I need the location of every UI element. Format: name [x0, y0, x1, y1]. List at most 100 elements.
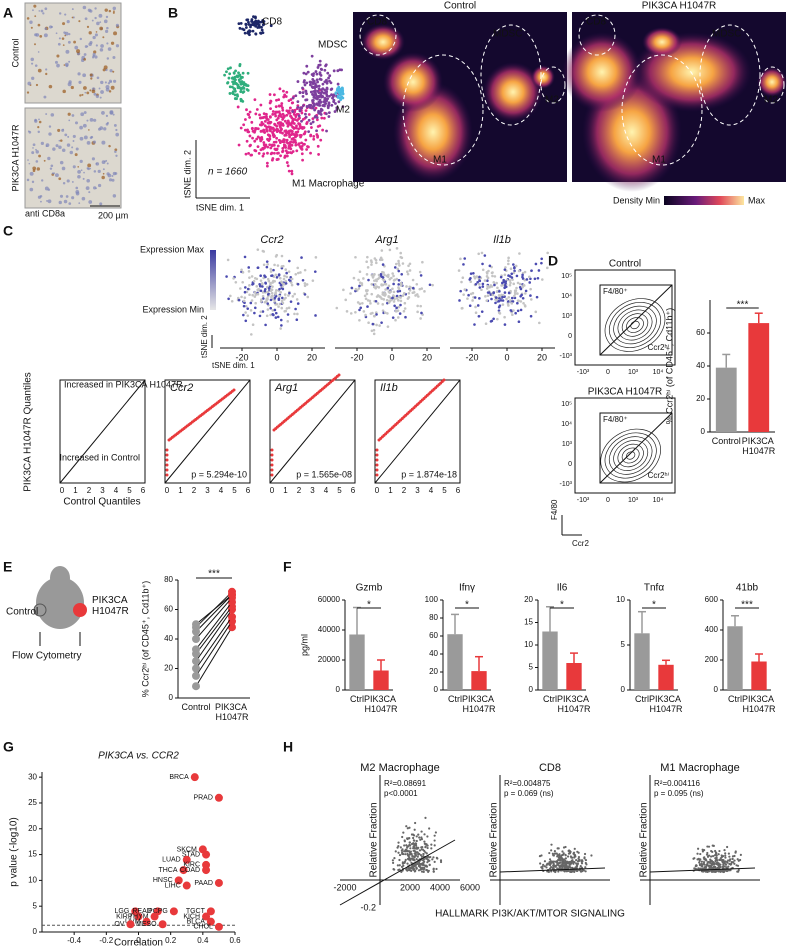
tsne-point	[364, 297, 368, 301]
pair-line	[195, 601, 233, 650]
point	[202, 866, 211, 875]
point-label: STAD	[182, 851, 200, 858]
tsne-point	[473, 296, 477, 299]
tsne-point	[328, 74, 332, 78]
cell	[99, 26, 104, 31]
tsne-point	[412, 291, 416, 294]
point	[433, 844, 436, 847]
point	[727, 865, 730, 868]
label: 20	[422, 352, 432, 362]
cell	[99, 202, 103, 206]
tsne-point	[238, 73, 242, 77]
tsne-point	[418, 270, 422, 274]
point	[560, 854, 563, 857]
tsne-point	[259, 31, 262, 35]
point	[696, 852, 699, 855]
cell	[35, 83, 39, 87]
point	[434, 831, 437, 834]
tsne-point	[364, 289, 368, 292]
cell	[106, 42, 109, 45]
tsne-point	[275, 118, 279, 122]
label: HALLMARK PI3K/AKT/MTOR SIGNALING	[435, 909, 625, 920]
point	[577, 851, 580, 854]
tsne-point	[259, 310, 263, 314]
density-blob	[383, 52, 443, 112]
tsne-point	[497, 305, 501, 309]
cell	[100, 90, 104, 94]
point	[570, 860, 573, 863]
tsne-point	[243, 290, 247, 294]
tsne-point	[338, 93, 342, 97]
tsne-point	[261, 146, 265, 150]
point	[428, 856, 431, 859]
point	[394, 850, 397, 853]
x-tick-label: PIK3CA H1047R	[557, 694, 591, 714]
point	[703, 856, 706, 859]
tsne-point	[284, 309, 288, 313]
point	[724, 852, 727, 855]
tsne-point	[287, 111, 291, 115]
point	[722, 861, 725, 864]
y-tick-label: 5	[529, 663, 534, 672]
point	[580, 866, 584, 869]
tsne-point	[278, 302, 282, 306]
point	[712, 865, 715, 868]
tsne-point	[247, 270, 251, 273]
panel-letter: F	[283, 559, 292, 575]
cell	[29, 20, 33, 24]
cell	[92, 56, 95, 59]
tsne-point	[391, 296, 394, 300]
point	[552, 854, 555, 857]
point	[710, 870, 713, 873]
tsne-point	[534, 262, 538, 266]
tsne-point	[397, 316, 400, 319]
point	[427, 870, 430, 873]
tsne-point	[321, 82, 325, 86]
tsne-point	[278, 124, 282, 128]
tsne-point	[372, 328, 376, 332]
tsne-point	[319, 138, 323, 142]
point	[581, 868, 584, 872]
tsne-point	[517, 320, 521, 323]
tsne-point	[291, 101, 295, 105]
tsne-point	[269, 100, 273, 103]
tsne-point	[466, 297, 469, 300]
tsne-point	[269, 306, 273, 310]
significance: *	[560, 600, 564, 611]
cell	[99, 21, 102, 23]
point	[731, 857, 734, 860]
x-axis-label: Correlation	[114, 938, 163, 949]
tsne-point	[270, 288, 274, 292]
tsne-point	[500, 293, 503, 297]
tsne-point	[266, 293, 270, 296]
point	[406, 827, 409, 830]
tsne-point	[323, 97, 327, 101]
cell	[87, 8, 92, 12]
tsne-point	[250, 275, 254, 278]
point	[403, 840, 406, 843]
cell	[34, 15, 37, 18]
contour	[604, 432, 657, 479]
tsne-point	[284, 279, 288, 283]
tsne-point	[404, 315, 407, 319]
label: 0	[270, 486, 275, 495]
tsne-point	[356, 301, 360, 304]
cell	[71, 8, 74, 11]
tsne-point	[265, 161, 269, 165]
tsne-point	[522, 302, 525, 305]
quantile-point	[375, 458, 379, 462]
tsne-point	[300, 256, 303, 259]
tsne-point	[314, 314, 317, 317]
tsne-point	[313, 89, 317, 92]
cell	[47, 199, 52, 204]
cell	[62, 44, 65, 47]
cell	[82, 73, 87, 78]
tsne-point	[349, 312, 353, 315]
label: 10³	[562, 441, 573, 448]
tsne-point	[393, 297, 396, 301]
tsne-point	[288, 259, 291, 263]
tsne-point	[273, 263, 276, 267]
tsne-point	[314, 256, 318, 259]
tsne-point	[354, 287, 358, 291]
tsne-point	[374, 258, 378, 262]
